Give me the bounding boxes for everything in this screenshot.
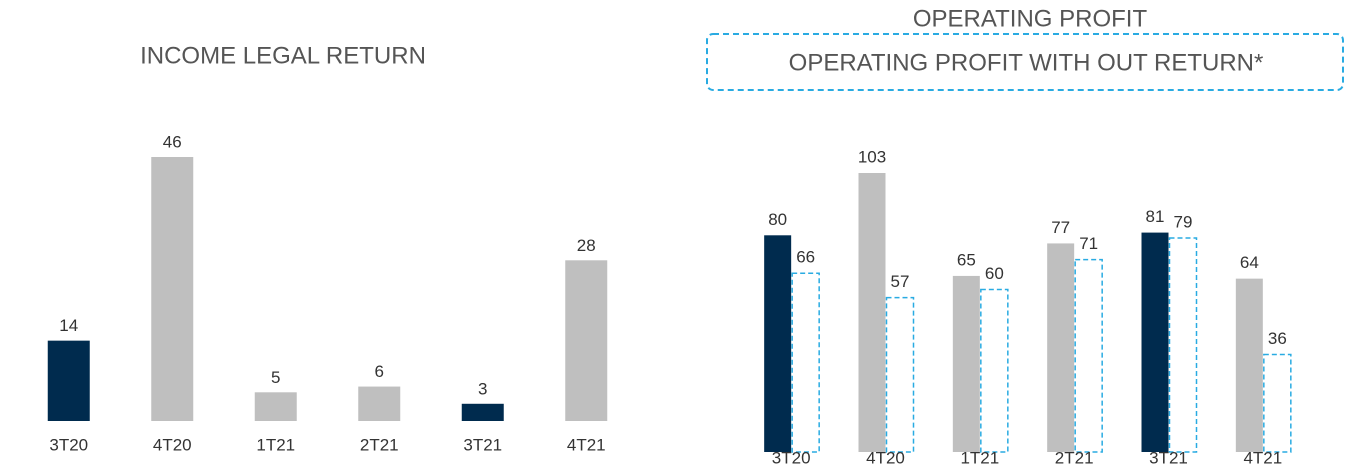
bar xyxy=(791,272,820,453)
value-label: 28 xyxy=(577,236,596,255)
bar xyxy=(1263,353,1292,453)
value-label: 6 xyxy=(375,362,384,381)
bar xyxy=(461,403,504,421)
bar xyxy=(1141,232,1169,452)
value-label: 36 xyxy=(1268,329,1287,348)
legend-label: OPERATING PROFIT xyxy=(913,5,1148,32)
x-tick-label: 1T21 xyxy=(256,435,295,454)
value-label: 79 xyxy=(1174,212,1193,231)
value-label: 57 xyxy=(891,272,910,291)
bar xyxy=(151,157,194,421)
bar xyxy=(47,340,90,421)
bar xyxy=(1047,243,1075,452)
value-label: 71 xyxy=(1079,234,1098,253)
bar xyxy=(1074,258,1103,453)
value-label: 65 xyxy=(957,250,976,269)
x-tick-label: 3T20 xyxy=(49,435,88,454)
bar xyxy=(1235,278,1263,452)
bar xyxy=(885,296,915,453)
bar xyxy=(358,386,401,421)
value-label: 60 xyxy=(985,264,1004,283)
bar xyxy=(254,392,297,421)
legend-label: OPERATING PROFIT WITH OUT RETURN* xyxy=(789,49,1264,76)
x-tick-label: 3T20 xyxy=(772,448,811,467)
legend-box xyxy=(706,33,1344,91)
x-tick-label: 4T20 xyxy=(866,448,905,467)
x-tick-label: 2T21 xyxy=(1055,448,1094,467)
x-tick-label: 1T21 xyxy=(960,448,999,467)
chart-title: INCOME LEGAL RETURN xyxy=(140,42,426,69)
value-label: 103 xyxy=(858,147,886,166)
bar xyxy=(764,235,792,452)
value-label: 5 xyxy=(271,368,280,387)
bar xyxy=(980,288,1009,453)
value-label: 77 xyxy=(1051,218,1070,237)
bar xyxy=(565,260,608,421)
x-tick-label: 4T20 xyxy=(153,435,192,454)
x-tick-label: 4T21 xyxy=(567,435,606,454)
value-label: 46 xyxy=(163,132,182,151)
bar xyxy=(952,275,980,452)
value-label: 80 xyxy=(768,210,787,229)
value-label: 3 xyxy=(478,379,487,398)
value-label: 81 xyxy=(1146,207,1165,226)
x-tick-label: 2T21 xyxy=(360,435,399,454)
value-label: 14 xyxy=(59,316,78,335)
x-tick-label: 3T21 xyxy=(463,435,502,454)
bar xyxy=(1168,237,1198,453)
value-label: 64 xyxy=(1240,253,1259,272)
x-tick-label: 4T21 xyxy=(1243,448,1282,467)
x-tick-label: 3T21 xyxy=(1149,448,1188,467)
bar xyxy=(858,173,886,452)
value-label: 66 xyxy=(796,248,815,267)
